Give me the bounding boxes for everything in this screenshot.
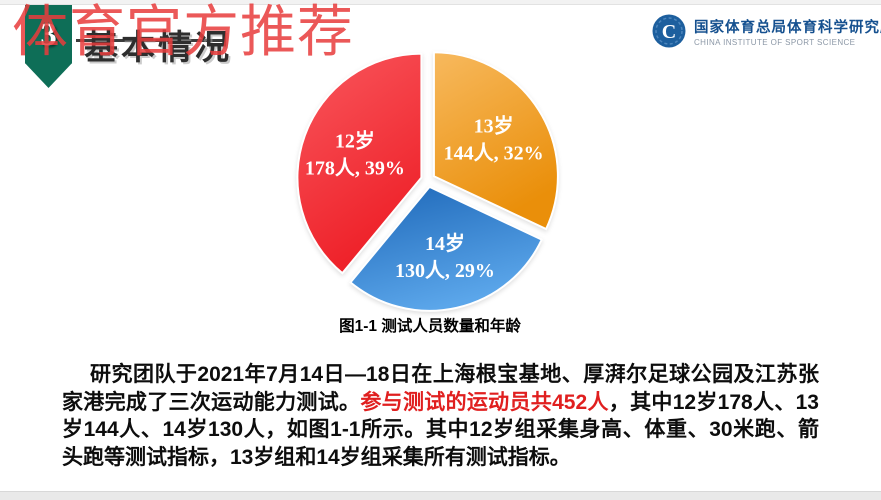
pie-slice-12岁 — [296, 52, 423, 275]
logo-emblem-icon: C — [652, 14, 686, 48]
section-number: 3 — [40, 17, 57, 53]
body-text-segment: 研究团队于2021年7月14日—18日在上海根宝基地、厚湃尔足球公园及江苏张家港… — [62, 363, 819, 414]
svg-text:C: C — [662, 21, 676, 43]
chart-caption: 图1-1 测试人员数量和年龄 — [339, 318, 521, 335]
body-paragraph: 研究团队于2021年7月14日—18日在上海根宝基地、厚湃尔足球公园及江苏张家港… — [62, 361, 819, 471]
logo-name-en: CHINA INSTITUTE OF SPORT SCIENCE — [694, 37, 856, 47]
pie-label-value: 130人, 29% — [395, 259, 495, 282]
pie-slice-14岁 — [349, 185, 544, 312]
title-underline — [76, 39, 223, 42]
pie-label-age: 13岁 — [474, 113, 514, 137]
pie-label-age: 14岁 — [425, 231, 465, 255]
body-text-segment: ，其中12岁178人、13岁144人、14岁130人，如图1-1所示。其中12岁… — [62, 390, 819, 469]
page-title: 基本情况 — [84, 30, 232, 67]
pie-label-age: 12岁 — [335, 129, 375, 153]
pie-slice-13岁 — [432, 51, 559, 231]
bottom-strip — [0, 491, 881, 500]
pie-label-value: 144人, 32% — [444, 141, 544, 164]
logo-text: 国家体育总局体育科学研究所 CHINA INSTITUTE OF SPORT S… — [694, 16, 881, 47]
top-strip — [0, 0, 881, 5]
body-highlight-red: 参与测试的运动员共452人 — [360, 390, 609, 414]
pie-chart: 13岁 144人, 32% 14岁 130人, 29% 12岁 178人, 39% — [296, 51, 559, 312]
logo: C 国家体育总局体育科学研究所 CHINA INSTITUTE OF SPORT… — [652, 14, 881, 48]
logo-name-cn: 国家体育总局体育科学研究所 — [694, 19, 881, 36]
section-number-badge: 3 — [25, 5, 72, 88]
pie-label-value: 178人, 39% — [305, 157, 405, 180]
